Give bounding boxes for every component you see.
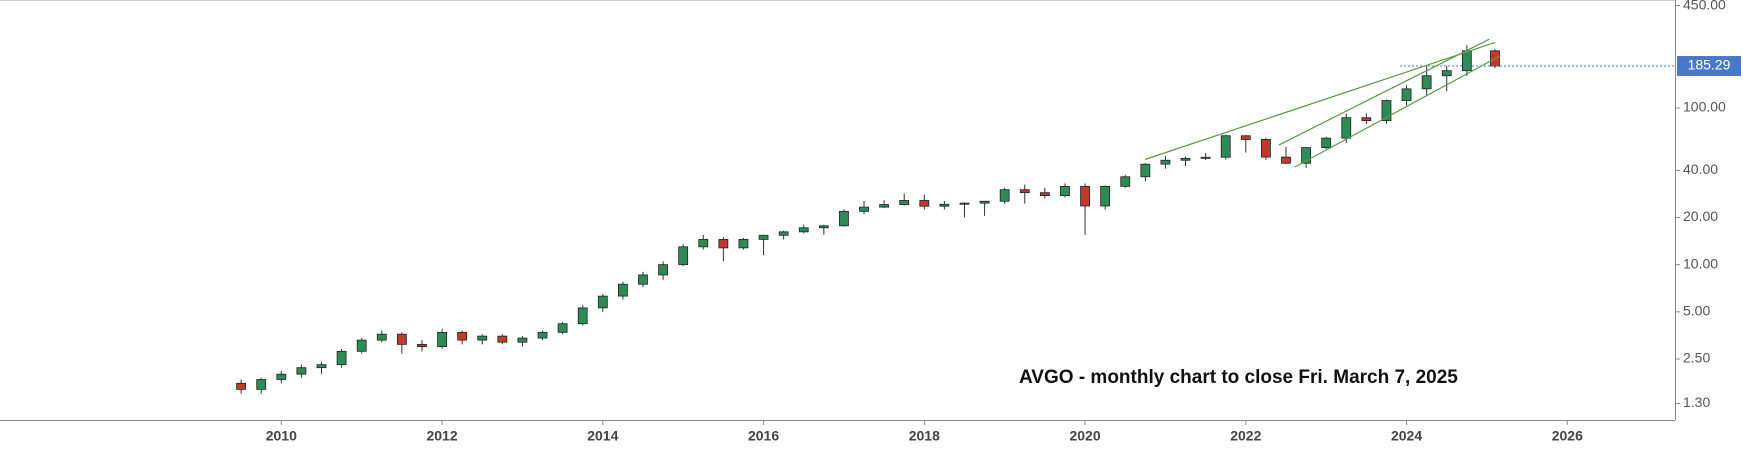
candle-body	[457, 331, 468, 341]
candle-body	[959, 202, 970, 205]
candle-body	[517, 337, 528, 343]
candle-body	[1100, 185, 1111, 207]
candle-body	[256, 379, 267, 390]
candle-body	[618, 283, 628, 297]
candle-body	[678, 246, 689, 266]
candle-body	[1160, 159, 1171, 165]
candle-body	[376, 333, 387, 341]
y-tick-label: 5.00	[1683, 303, 1710, 319]
trendline	[1294, 55, 1501, 168]
candle-body	[738, 238, 749, 249]
candle-body	[577, 307, 588, 325]
current-price-label: 185.29	[1688, 57, 1731, 73]
candle-body	[236, 382, 247, 390]
x-tick-label: 2014	[587, 428, 618, 444]
candle-body	[1421, 75, 1432, 90]
y-tick-label: 1.30	[1683, 394, 1710, 410]
y-tick-label: 40.00	[1683, 161, 1718, 177]
candle-body	[1441, 70, 1452, 77]
candle-body	[778, 231, 789, 236]
candle-body	[1401, 88, 1412, 101]
candle-body	[316, 364, 327, 369]
candle-body	[437, 331, 447, 347]
candle-body	[1080, 185, 1090, 207]
y-tick-label: 2.50	[1683, 350, 1710, 366]
y-tick-label: 450.00	[1683, 0, 1726, 12]
candle-body	[839, 210, 849, 227]
candle-body	[1120, 176, 1131, 187]
candle-body	[1321, 137, 1332, 148]
y-tick-label: 20.00	[1683, 208, 1718, 224]
candle-body	[396, 333, 407, 345]
candle-body	[1361, 117, 1372, 121]
candle-body	[1220, 135, 1231, 158]
candle-body	[979, 200, 990, 204]
candle-body	[1381, 100, 1392, 121]
candle-body	[497, 335, 508, 343]
candle-body	[597, 295, 608, 309]
x-tick-label: 2020	[1069, 428, 1100, 444]
candle-body	[698, 238, 709, 248]
x-tick-label: 2010	[266, 428, 297, 444]
candle-body	[1240, 135, 1251, 140]
candle-body	[818, 225, 829, 229]
x-tick-label: 2026	[1552, 428, 1583, 444]
candle-body	[276, 373, 287, 380]
current-price-box	[1677, 56, 1741, 77]
candle-body	[1301, 147, 1311, 164]
candle-body	[1461, 50, 1472, 72]
candle-body	[999, 189, 1010, 202]
trendline	[1278, 38, 1490, 146]
candle-body	[939, 203, 950, 207]
candle-body	[1039, 192, 1050, 196]
x-tick-label: 2018	[909, 428, 940, 444]
candle-body	[758, 234, 769, 240]
candle-body	[1140, 163, 1151, 178]
candle-body	[336, 350, 347, 366]
candle-body	[859, 206, 869, 212]
candle-body	[537, 331, 548, 339]
candle-body	[798, 227, 809, 233]
candle-body	[1060, 185, 1070, 196]
candle-body	[477, 335, 488, 341]
candle-body	[899, 200, 910, 205]
candle-body	[417, 343, 427, 347]
x-tick-label: 2022	[1230, 428, 1261, 444]
y-tick-label: 10.00	[1683, 255, 1718, 271]
trendline	[1145, 41, 1496, 160]
candle-body	[356, 339, 367, 352]
candle-body	[718, 238, 729, 249]
candle-body	[557, 323, 568, 333]
candle-body	[658, 264, 668, 276]
candle-body	[638, 274, 648, 285]
x-tick-label: 2024	[1391, 428, 1422, 444]
annotation: AVGO - monthly chart to close Fri. March…	[1019, 367, 1458, 388]
candle-body	[296, 367, 307, 375]
candle-body	[879, 204, 890, 208]
candle-body	[919, 200, 930, 207]
candle-body	[1260, 139, 1271, 158]
candle-body	[1019, 189, 1030, 194]
x-tick-label: 2016	[748, 428, 779, 444]
candle-body	[1341, 117, 1352, 139]
candle-body	[1200, 156, 1211, 159]
x-tick-label: 2012	[426, 428, 457, 444]
candle-body	[1281, 156, 1291, 164]
candle-body	[1180, 157, 1191, 161]
y-tick-label: 100.00	[1683, 99, 1726, 115]
